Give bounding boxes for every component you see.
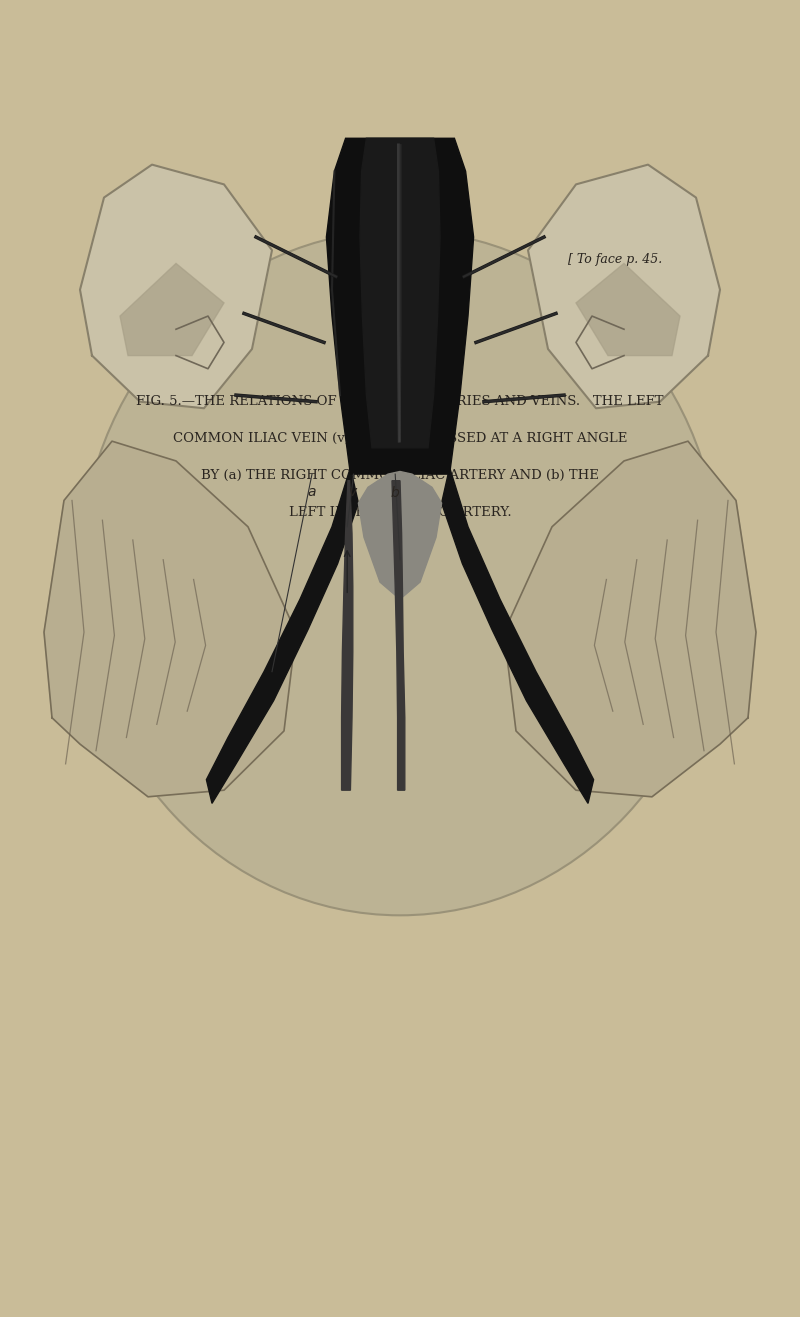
Polygon shape bbox=[44, 441, 296, 797]
Polygon shape bbox=[392, 481, 405, 790]
Text: BY (a) THE RIGHT COMMON ILIAC ARTERY AND (b) THE: BY (a) THE RIGHT COMMON ILIAC ARTERY AND… bbox=[201, 469, 599, 482]
Text: LEFT INTERNAL ILIAC ARTERY.: LEFT INTERNAL ILIAC ARTERY. bbox=[289, 506, 511, 519]
Text: FIG. 5.—THE RELATIONS OF THE ILIAC ARTERIES AND VEINS.   THE LEFT: FIG. 5.—THE RELATIONS OF THE ILIAC ARTER… bbox=[136, 395, 664, 408]
Text: $b$: $b$ bbox=[390, 485, 400, 499]
Text: COMMON ILIAC VEIN (v) IS SEEN CROSSED AT A RIGHT ANGLE: COMMON ILIAC VEIN (v) IS SEEN CROSSED AT… bbox=[173, 432, 627, 445]
Polygon shape bbox=[326, 138, 474, 474]
Polygon shape bbox=[360, 138, 440, 448]
Polygon shape bbox=[120, 263, 224, 356]
Polygon shape bbox=[358, 471, 442, 599]
Polygon shape bbox=[528, 165, 720, 408]
Polygon shape bbox=[206, 468, 358, 803]
Ellipse shape bbox=[80, 230, 720, 915]
Polygon shape bbox=[504, 441, 756, 797]
Text: $a$: $a$ bbox=[307, 485, 317, 499]
Polygon shape bbox=[576, 263, 680, 356]
Text: [ To face p. 45.: [ To face p. 45. bbox=[568, 253, 662, 266]
Polygon shape bbox=[80, 165, 272, 408]
Polygon shape bbox=[342, 481, 353, 790]
Text: $v$: $v$ bbox=[349, 485, 358, 499]
Polygon shape bbox=[442, 468, 594, 803]
